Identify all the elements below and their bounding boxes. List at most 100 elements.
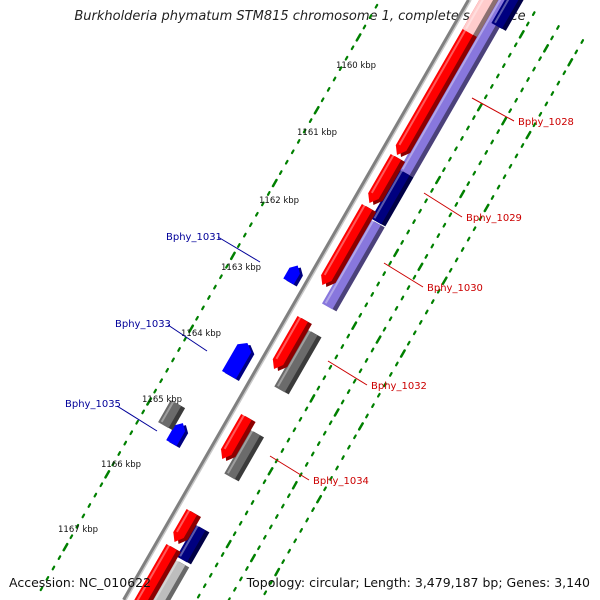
bphy-1029-cds (368, 154, 406, 205)
ruler-dot (502, 174, 507, 180)
top-protein-fragment-highlight (494, 0, 510, 24)
bphy-1032-gene-highlight (277, 330, 311, 387)
ruler-dot (141, 409, 145, 415)
bphy-1028-protein-face (399, 0, 511, 176)
ruler-dot (466, 236, 471, 242)
ruler-dot (225, 263, 229, 269)
ruler-dot (430, 188, 434, 193)
ruler-dot (406, 340, 411, 346)
gene-label: Bphy_1034 (313, 476, 369, 487)
extra-cds-1-face (173, 509, 197, 542)
ruler-dot (275, 514, 279, 519)
extra-cds-2-face (134, 544, 177, 600)
ruler-dot (362, 24, 367, 30)
ruler-dot (287, 548, 291, 554)
ruler-dot (352, 378, 357, 384)
ruler-dot (334, 354, 339, 360)
extra-gene-2-highlight (153, 560, 179, 600)
ruler-dot (219, 274, 223, 280)
ruler-dot (454, 202, 459, 207)
ruler-dot (574, 49, 579, 55)
ruler-dot (269, 579, 274, 585)
ruler-dot (353, 434, 357, 440)
accession-text: Accession: NC_010622 (9, 575, 152, 590)
ruler-tick-label: 1167 kbp (58, 525, 98, 535)
extra-cds-1-highlight (176, 509, 191, 533)
ruler-dot (123, 440, 128, 446)
ruler-dot (472, 226, 477, 232)
ruler-dot (442, 222, 447, 228)
ruler-dot (255, 211, 259, 217)
ruler-dot (225, 539, 232, 549)
ruler-dot (532, 66, 536, 72)
ruler-dot (263, 590, 268, 596)
ruler-dot (430, 299, 435, 304)
ruler-dot (302, 128, 307, 134)
bphy-1030-cds (321, 204, 377, 287)
ruler-dot (256, 489, 261, 495)
ruler-dot (335, 465, 339, 471)
ruler-dot (237, 243, 241, 248)
ruler-dot (39, 586, 44, 592)
ruler-dot (364, 358, 369, 363)
ruler-dot (296, 139, 301, 144)
ruler-dot (358, 368, 363, 374)
ruler-dot (329, 476, 333, 481)
ruler-dot (214, 562, 219, 568)
bphy-1032-gene-face (274, 329, 318, 393)
ruler-dot (400, 295, 405, 301)
ruler-dot (299, 527, 303, 533)
ruler-dot (550, 35, 554, 41)
ruler-dot (365, 413, 369, 419)
ruler-dot (274, 567, 281, 577)
ruler-dot (239, 576, 243, 582)
bphy-1029-cds-highlight (370, 154, 395, 194)
ruler-dot (177, 347, 181, 352)
bphy-1035-cds (166, 423, 189, 448)
ruler-tick-label: 1163 kbp (221, 263, 261, 273)
ruler-dot (538, 111, 543, 117)
bphy-1035-gene (158, 400, 186, 431)
leader-line (471, 97, 515, 122)
extra-gene-2 (151, 559, 190, 600)
ruler-dot (232, 531, 237, 537)
ruler-dot (556, 80, 561, 86)
ruler-dot (195, 315, 199, 321)
ruler-dot (316, 385, 321, 391)
bphy-1030-protein (322, 219, 385, 312)
ruler-dot (389, 372, 393, 377)
bphy-1032-cds-highlight (275, 316, 302, 360)
bphy-1033-cds (222, 343, 255, 381)
ruler-dot (496, 129, 500, 134)
ruler-dot (394, 306, 399, 311)
ruler-dot (459, 189, 466, 199)
ruler-dot (507, 52, 512, 58)
ruler-dot (376, 281, 380, 287)
ruler-dot (346, 333, 351, 339)
ruler-dot (382, 326, 387, 332)
ruler-dot (326, 86, 331, 92)
ruler-dot (229, 251, 236, 261)
backbone (122, 0, 472, 600)
ruler-dot (532, 122, 537, 128)
ruler-dot (375, 335, 382, 344)
ruler-dot (104, 470, 111, 479)
ruler-dot (338, 66, 343, 72)
extra-gene-2-face (151, 559, 186, 600)
ruler-dot (129, 430, 134, 436)
ruler-dot (347, 444, 351, 450)
ruler-dot (344, 55, 349, 61)
ruler-dot (406, 285, 411, 290)
bphy-1028-cds-fade-face (462, 0, 494, 35)
ruler-dot (525, 130, 532, 140)
ruler-dot (417, 262, 424, 272)
ruler-dot (159, 378, 163, 384)
ruler-dot (146, 397, 153, 406)
ruler-dot (412, 330, 417, 336)
ruler-dot (111, 461, 116, 467)
leader-line (423, 192, 463, 218)
ruler-dot (520, 143, 525, 148)
ruler-dot (393, 248, 400, 258)
ruler-dot (496, 184, 501, 190)
ruler-dot (562, 70, 567, 76)
